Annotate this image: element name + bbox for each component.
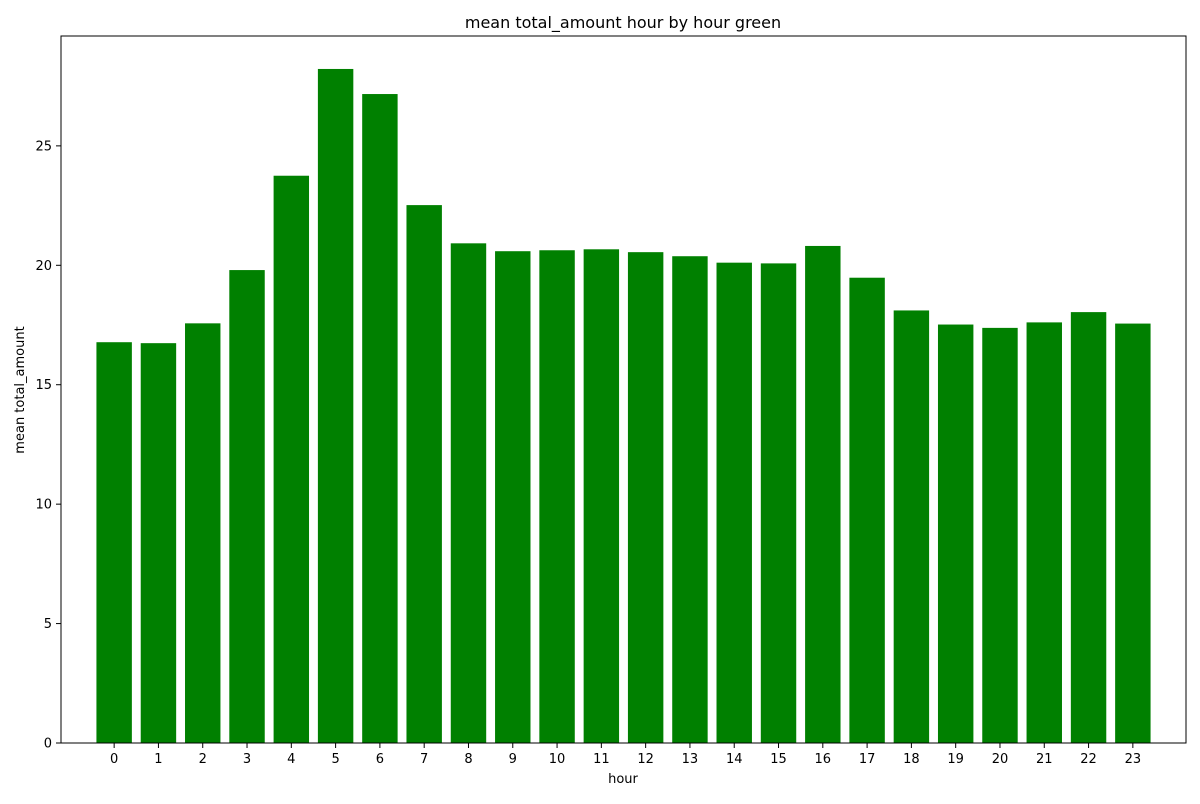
bar-7 bbox=[406, 205, 442, 743]
x-tick-label-23: 23 bbox=[1125, 752, 1142, 767]
chart-title: mean total_amount hour by hour green bbox=[465, 13, 781, 33]
bar-6 bbox=[362, 94, 398, 743]
x-tick-label-10: 10 bbox=[549, 752, 566, 767]
x-tick-label-12: 12 bbox=[637, 752, 654, 767]
y-tick-label-10: 10 bbox=[35, 498, 52, 513]
y-tick-label-25: 25 bbox=[35, 139, 52, 154]
y-tick-label-20: 20 bbox=[35, 259, 52, 274]
bar-13 bbox=[672, 256, 708, 743]
x-tick-label-15: 15 bbox=[770, 752, 787, 767]
bar-20 bbox=[982, 327, 1018, 743]
bar-23 bbox=[1115, 323, 1151, 743]
x-tick-label-20: 20 bbox=[992, 752, 1009, 767]
y-tick-label-0: 0 bbox=[44, 737, 52, 752]
x-axis: 0 1 2 3 4 5 6 7 8 9 10 11 12 13 14 15 16 17 18 19 20 21 22 23 bbox=[110, 743, 1141, 767]
y-tick-label-15: 15 bbox=[35, 378, 52, 393]
y-axis-label: mean total_amount bbox=[13, 326, 28, 453]
bar-15 bbox=[760, 263, 797, 743]
bar-1 bbox=[140, 343, 177, 743]
x-tick-label-19: 19 bbox=[947, 752, 964, 767]
x-tick-label-13: 13 bbox=[682, 752, 699, 767]
x-tick-label-21: 21 bbox=[1036, 752, 1053, 767]
x-tick-label-7: 7 bbox=[420, 752, 428, 767]
x-tick-label-1: 1 bbox=[154, 752, 162, 767]
bar-4 bbox=[273, 175, 310, 744]
bar-3 bbox=[229, 270, 265, 743]
bar-9 bbox=[495, 251, 531, 743]
bar-10 bbox=[539, 250, 575, 743]
bar-0 bbox=[96, 342, 132, 743]
x-tick-label-6: 6 bbox=[376, 752, 384, 767]
bar-11 bbox=[583, 249, 620, 743]
bar-2 bbox=[185, 323, 221, 743]
bar-8 bbox=[450, 243, 487, 743]
y-tick-label-5: 5 bbox=[44, 617, 52, 632]
bar-12 bbox=[627, 252, 664, 744]
x-tick-label-16: 16 bbox=[815, 752, 832, 767]
x-tick-label-5: 5 bbox=[331, 752, 339, 767]
x-tick-label-8: 8 bbox=[464, 752, 472, 767]
bar-17 bbox=[849, 277, 885, 743]
x-tick-label-3: 3 bbox=[243, 752, 251, 767]
plot-frame bbox=[60, 35, 1187, 744]
bar-14 bbox=[716, 262, 752, 743]
x-tick-label-0: 0 bbox=[110, 752, 118, 767]
x-tick-label-22: 22 bbox=[1080, 752, 1097, 767]
x-tick-label-14: 14 bbox=[726, 752, 743, 767]
x-tick-label-4: 4 bbox=[287, 752, 295, 767]
x-tick-label-17: 17 bbox=[859, 752, 876, 767]
x-axis-label: hour bbox=[608, 772, 638, 787]
bar-5 bbox=[317, 68, 354, 743]
y-axis: 0 5 10 15 20 25 bbox=[35, 139, 61, 752]
x-tick-label-18: 18 bbox=[903, 752, 920, 767]
x-tick-label-11: 11 bbox=[593, 752, 610, 767]
x-tick-label-9: 9 bbox=[509, 752, 517, 767]
bar-21 bbox=[1026, 322, 1062, 743]
bar-19 bbox=[937, 324, 974, 743]
x-tick-label-2: 2 bbox=[199, 752, 207, 767]
bar-18 bbox=[893, 310, 930, 743]
bar-16 bbox=[805, 245, 841, 744]
bars-group bbox=[96, 68, 1151, 744]
bar-22 bbox=[1070, 312, 1107, 743]
